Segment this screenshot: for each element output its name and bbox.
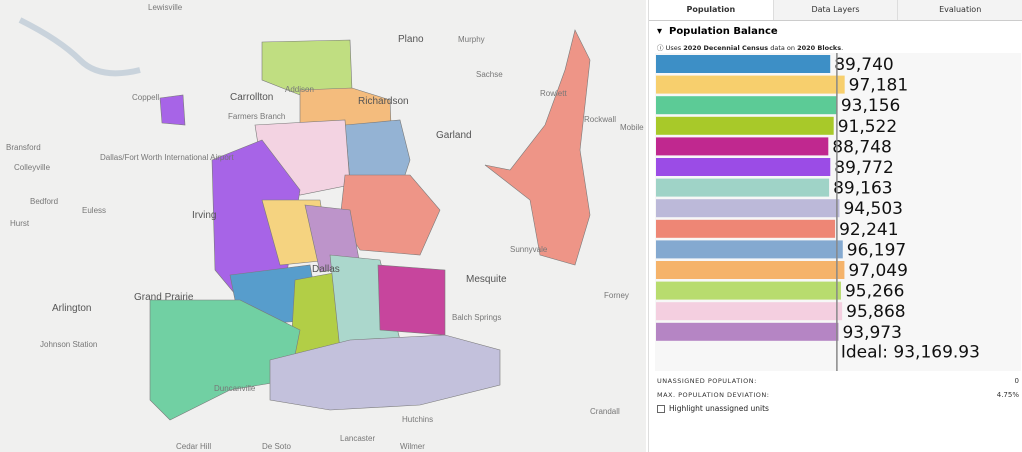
- place-label: Hurst: [10, 219, 30, 228]
- tab[interactable]: Data Layers: [773, 0, 899, 20]
- note-text: Uses: [665, 44, 684, 52]
- place-label: Johnson Station: [40, 340, 97, 349]
- place-label: Mesquite: [466, 274, 507, 285]
- place-label: Forney: [604, 291, 629, 300]
- place-label: De Soto: [262, 442, 291, 451]
- place-label: Sachse: [476, 70, 503, 79]
- place-label: Sunnyvale: [510, 245, 548, 254]
- place-label: Dallas/Fort Worth International Airport: [100, 153, 234, 162]
- stat-label: UNASSIGNED POPULATION:: [657, 377, 757, 385]
- place-label: Plano: [398, 34, 424, 45]
- bar: [656, 302, 843, 321]
- value-label: 89,772: [834, 158, 893, 178]
- value-label: 97,049: [848, 261, 907, 281]
- tab[interactable]: Evaluation: [898, 0, 1022, 20]
- section-heading[interactable]: ▾ Population Balance: [657, 26, 778, 37]
- value-label: 94,503: [843, 199, 902, 219]
- checkbox-box: [657, 404, 665, 413]
- place-label: Garland: [436, 130, 472, 141]
- bar: [656, 178, 830, 197]
- bar: [656, 137, 829, 156]
- note-text: .: [841, 44, 844, 52]
- note-text: 2020 Decennial Census: [683, 44, 769, 52]
- bar: [656, 240, 843, 259]
- place-label: Lancaster: [340, 434, 375, 443]
- value-label: 91,522: [838, 117, 897, 137]
- checkbox[interactable]: Highlight unassigned units: [657, 404, 769, 413]
- bar: [656, 322, 839, 341]
- place-label: Wilmer: [400, 442, 425, 451]
- note-text: 2020 Blocks: [797, 44, 842, 52]
- place-label: Irving: [192, 210, 216, 221]
- district: [484, 29, 591, 266]
- bar: [656, 75, 845, 94]
- place-label: Hutchins: [402, 415, 433, 424]
- value-label: 89,163: [833, 179, 892, 199]
- bar: [656, 199, 840, 218]
- value-label: 93,973: [842, 323, 901, 343]
- place-label: Mobile City: [620, 123, 646, 132]
- place-label: Dallas: [312, 264, 340, 275]
- place-label: Rowlett: [540, 89, 567, 98]
- heading-text: Population Balance: [668, 26, 778, 37]
- value-label: 88,748: [832, 137, 891, 157]
- place-label: Cedar Hill: [176, 442, 211, 451]
- note-text: data on: [768, 44, 798, 52]
- stat-value: 0: [1014, 377, 1019, 385]
- place-label: Lewisville: [148, 3, 183, 12]
- districts: [149, 29, 591, 421]
- place-label: Colleyville: [14, 163, 51, 172]
- place-label: Bedford: [30, 197, 58, 206]
- tab[interactable]: Population: [649, 0, 774, 20]
- bar: [656, 55, 831, 73]
- value-label: 93,156: [841, 96, 900, 116]
- bar: [656, 96, 837, 115]
- value-label: 92,241: [839, 220, 898, 240]
- bar: [656, 281, 841, 300]
- value-label: 89,740: [834, 55, 893, 75]
- place-label: Rockwall: [584, 115, 616, 124]
- bar: [656, 261, 845, 279]
- value-label: 96,197: [847, 240, 906, 260]
- stat-label: MAX. POPULATION DEVIATION:: [657, 391, 770, 399]
- checkbox-label: Highlight unassigned units: [669, 404, 769, 413]
- place-label: Arlington: [52, 303, 91, 314]
- place-label: Addison: [285, 85, 314, 94]
- map: Lewisville Plano Murphy Carrollton Addis…: [0, 0, 646, 452]
- district: [377, 264, 446, 336]
- value-label: 97,181: [849, 76, 908, 96]
- place-label: Murphy: [458, 35, 485, 44]
- place-label: Duncanville: [214, 384, 256, 393]
- bar: [656, 116, 834, 135]
- place-label: Farmers Branch: [228, 112, 285, 121]
- place-label: Crandall: [590, 407, 620, 416]
- side-panel: Population Data Layers Evaluation ▾ Popu…: [648, 0, 1022, 452]
- place-label: Bransford: [6, 143, 41, 152]
- place-label: Euless: [82, 206, 106, 215]
- ideal-label: Ideal: 93,169.93: [841, 342, 980, 362]
- value-label: 95,868: [846, 302, 905, 322]
- place-label: Carrollton: [230, 92, 273, 103]
- place-label: Richardson: [358, 96, 409, 107]
- district: [269, 334, 501, 411]
- district: [149, 299, 301, 421]
- value-label: 95,266: [845, 282, 904, 302]
- bar: [656, 158, 831, 176]
- bar: [656, 219, 836, 238]
- district: [159, 94, 186, 126]
- place-label: Balch Springs: [452, 313, 501, 322]
- tab-bar: Population Data Layers Evaluation: [649, 0, 1022, 21]
- lake: [18, 17, 141, 77]
- place-label: Coppell: [132, 93, 159, 102]
- note: ⓘ Uses 2020 Decennial Census data on 202…: [657, 44, 844, 52]
- population-chart: 89,74097,18193,15691,52288,74889,77289,1…: [655, 53, 1021, 371]
- place-label: Grand Prairie: [134, 292, 194, 303]
- stat-value: 4.75%: [996, 391, 1019, 399]
